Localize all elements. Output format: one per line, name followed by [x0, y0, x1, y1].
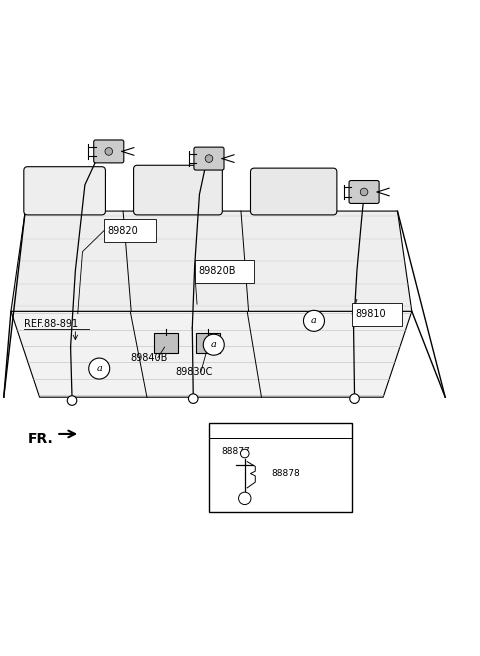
Circle shape — [105, 148, 113, 155]
Circle shape — [67, 396, 77, 405]
Text: 89820B: 89820B — [198, 266, 236, 276]
FancyBboxPatch shape — [94, 140, 124, 163]
Circle shape — [189, 394, 198, 403]
FancyBboxPatch shape — [251, 168, 337, 215]
Text: a: a — [96, 364, 102, 373]
Text: REF.88-891: REF.88-891 — [24, 319, 78, 329]
Text: a: a — [211, 340, 216, 349]
FancyBboxPatch shape — [196, 333, 220, 354]
Circle shape — [203, 334, 224, 355]
FancyBboxPatch shape — [154, 333, 178, 354]
Circle shape — [350, 394, 360, 403]
Text: 89840B: 89840B — [130, 352, 168, 363]
Text: 88878: 88878 — [271, 469, 300, 478]
Polygon shape — [11, 312, 412, 397]
Bar — [104, 219, 156, 242]
Circle shape — [205, 155, 213, 163]
Polygon shape — [11, 211, 412, 312]
Circle shape — [89, 358, 110, 379]
Circle shape — [214, 424, 227, 437]
Bar — [195, 260, 254, 283]
Text: 89820: 89820 — [108, 226, 138, 236]
Bar — [352, 302, 402, 325]
Circle shape — [360, 188, 368, 195]
Text: a: a — [218, 426, 223, 435]
Text: a: a — [311, 316, 317, 325]
Bar — [209, 423, 352, 512]
Text: 89810: 89810 — [356, 309, 386, 319]
Circle shape — [303, 310, 324, 331]
Circle shape — [240, 449, 249, 458]
Text: 88877: 88877 — [221, 447, 250, 456]
FancyBboxPatch shape — [194, 147, 224, 170]
Text: FR.: FR. — [28, 432, 53, 445]
FancyBboxPatch shape — [24, 167, 106, 215]
FancyBboxPatch shape — [133, 165, 222, 215]
FancyBboxPatch shape — [349, 180, 379, 203]
Text: 89830C: 89830C — [176, 367, 213, 377]
Circle shape — [239, 492, 251, 504]
